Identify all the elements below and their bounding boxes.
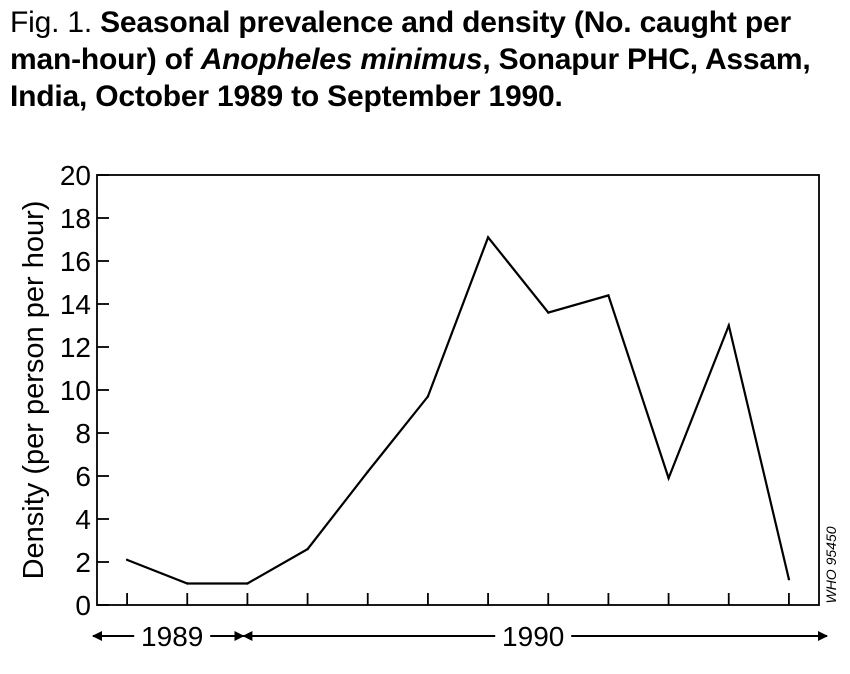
data-point-6 [426, 395, 430, 398]
y-tick-label-12: 12 [60, 332, 91, 363]
data-point-10 [667, 476, 670, 480]
data-point-11 [727, 324, 730, 327]
y-tick-label-2: 2 [75, 547, 91, 578]
y-axis: 0 2 4 6 8 10 12 14 16 18 20 [60, 160, 109, 621]
y-tick-label-0: 0 [75, 590, 91, 621]
series-layer [125, 235, 791, 585]
data-point-1 [125, 558, 129, 562]
y-tick-label-6: 6 [75, 461, 91, 492]
figure-title-species: Anopheles minimus [200, 43, 483, 76]
figure-title-part1: Seasonal prevalence and density (No. cau… [10, 6, 791, 76]
data-point-2 [186, 582, 189, 585]
y-tick-label-16: 16 [60, 246, 91, 277]
y-axis-label: Density (per person per hour) [18, 201, 50, 580]
data-point-12 [787, 578, 791, 581]
data-point-8 [547, 311, 550, 314]
y-tick-label-20: 20 [60, 160, 91, 191]
data-point-9 [607, 294, 610, 297]
x-axis [126, 593, 790, 605]
y-tick-label-14: 14 [60, 289, 91, 320]
data-point-3 [246, 582, 249, 585]
y-tick-label-4: 4 [75, 504, 91, 535]
data-point-7 [486, 236, 490, 239]
year-label-1989: 1989 [141, 621, 203, 652]
y-tick-label-8: 8 [75, 418, 91, 449]
year-labels: 1989 1990 [92, 621, 828, 652]
y-tick-label-10: 10 [60, 375, 91, 406]
data-point-4 [306, 547, 309, 551]
y-tick-label-18: 18 [60, 203, 91, 234]
watermark-text: WHO 95450 [823, 526, 839, 603]
figure-caption: Fig. 1. Seasonal prevalence and density … [10, 4, 840, 115]
figure-title-part2: , Sonapur PHC, Assam, India, October 198… [10, 43, 811, 113]
figure-number: Fig. 1. [10, 6, 92, 39]
plot-frame [96, 174, 820, 606]
data-point-5 [366, 470, 369, 473]
series-line [126, 235, 790, 585]
year-label-1990: 1990 [502, 621, 564, 652]
